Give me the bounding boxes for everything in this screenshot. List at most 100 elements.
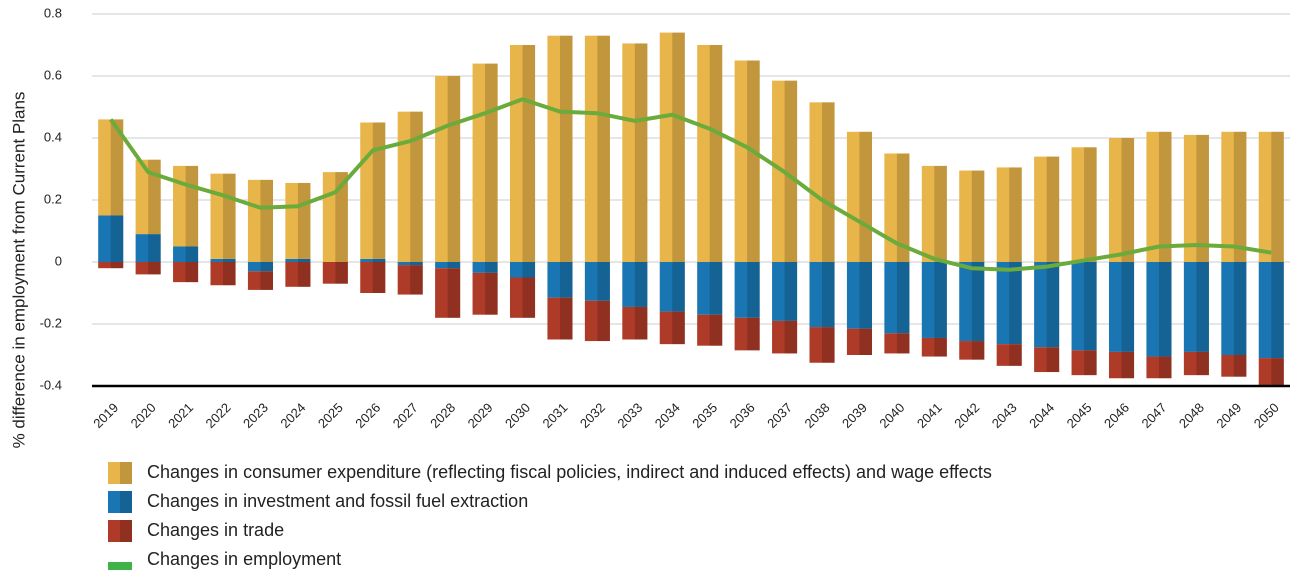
legend-label: Changes in consumer expenditure (reflect… xyxy=(147,462,992,482)
bar-shade xyxy=(522,45,536,262)
bar-shade xyxy=(410,111,423,263)
legend-swatch xyxy=(108,562,132,571)
bar-shade xyxy=(634,262,648,307)
bar-shade xyxy=(185,246,199,262)
bar xyxy=(809,102,835,262)
bar xyxy=(547,297,573,340)
legend-swatch-shade xyxy=(120,491,132,513)
bar xyxy=(846,328,873,355)
bar-shade xyxy=(1233,131,1247,262)
x-tick-label: 2040 xyxy=(876,400,907,431)
bar-shade xyxy=(1121,138,1135,262)
bar xyxy=(173,246,199,262)
bar-shade xyxy=(185,165,199,247)
bar-shade xyxy=(672,32,685,262)
bar xyxy=(772,262,798,321)
bar-shade xyxy=(971,170,985,262)
legend-label: Changes in investment and fossil fuel ex… xyxy=(147,491,528,511)
bar-shade xyxy=(784,262,798,321)
y-tick-label: -0.2 xyxy=(40,315,62,330)
bar-shade xyxy=(934,262,947,338)
bar-shade xyxy=(1084,262,1097,351)
x-tick-label: 2045 xyxy=(1064,400,1095,431)
x-tick-label: 2027 xyxy=(390,400,421,431)
bar-shade xyxy=(1158,131,1172,262)
bar-shade xyxy=(747,317,760,351)
y-tick-label: 0.2 xyxy=(44,191,62,206)
bar-shade xyxy=(597,262,610,301)
bar-shade xyxy=(185,262,199,283)
bar xyxy=(1258,131,1284,262)
bar xyxy=(247,262,274,272)
bar xyxy=(472,63,498,262)
legend-swatch xyxy=(108,462,132,484)
bar-shade xyxy=(896,262,910,334)
bar xyxy=(734,317,760,351)
bar xyxy=(1146,131,1172,262)
bar xyxy=(285,262,311,287)
bar-shade xyxy=(709,262,723,315)
bar xyxy=(584,300,610,342)
bar-shade xyxy=(148,159,161,235)
bar-shade xyxy=(597,300,610,342)
y-tick-label: 0.8 xyxy=(44,5,62,20)
bar-shade xyxy=(335,172,348,262)
bar xyxy=(921,165,947,262)
legend-swatch-shade xyxy=(120,520,132,542)
bar xyxy=(360,122,386,259)
bar-shade xyxy=(485,262,498,273)
bar-shade xyxy=(1084,147,1097,262)
bar xyxy=(921,337,947,357)
y-tick-label: 0 xyxy=(55,253,62,268)
bar xyxy=(547,262,573,298)
bar xyxy=(1183,262,1209,352)
bar xyxy=(1221,262,1247,355)
bar-shade xyxy=(223,173,236,259)
bar xyxy=(1108,262,1135,352)
bar xyxy=(846,262,873,329)
x-tick-label: 2050 xyxy=(1251,400,1282,431)
bar-shade xyxy=(410,262,423,266)
x-tick-label: 2029 xyxy=(465,400,496,431)
bar-shade xyxy=(1271,131,1284,262)
bar-shade xyxy=(297,258,311,262)
bar-shade xyxy=(559,297,573,340)
bar xyxy=(210,258,236,262)
bar xyxy=(247,179,274,262)
x-tick-label: 2049 xyxy=(1213,400,1244,431)
y-tick-label: 0.6 xyxy=(44,67,62,82)
bar-shade xyxy=(1196,351,1209,376)
bar-shade xyxy=(1271,358,1284,386)
bar xyxy=(809,262,835,328)
bar-shade xyxy=(372,262,386,293)
bar xyxy=(584,262,610,301)
bar xyxy=(1146,262,1172,357)
bar xyxy=(622,43,648,263)
bar xyxy=(846,131,873,262)
bar-shade xyxy=(822,102,835,262)
x-tick-label: 2037 xyxy=(764,400,795,431)
bar-shade xyxy=(447,76,461,262)
bar xyxy=(509,45,536,262)
x-tick-label: 2032 xyxy=(577,400,608,431)
bar-shade xyxy=(896,153,910,262)
bar-shade xyxy=(634,43,648,263)
bar-shade xyxy=(859,328,873,355)
x-tick-label: 2021 xyxy=(165,400,196,431)
bar-shade xyxy=(148,262,161,275)
x-tick-label: 2033 xyxy=(614,400,645,431)
bar xyxy=(809,327,835,363)
bar-shade xyxy=(709,45,723,262)
bar-shade xyxy=(1009,262,1022,345)
bar-shade xyxy=(522,262,536,278)
x-tick-label: 2019 xyxy=(90,400,121,431)
bar-shade xyxy=(260,262,274,272)
bar-shade xyxy=(297,262,311,287)
bar xyxy=(322,172,348,262)
bar xyxy=(697,262,723,315)
bar xyxy=(772,320,798,354)
bar-shade xyxy=(522,277,536,318)
bar xyxy=(921,262,947,338)
x-tick-label: 2039 xyxy=(839,400,870,431)
bar xyxy=(959,341,985,360)
